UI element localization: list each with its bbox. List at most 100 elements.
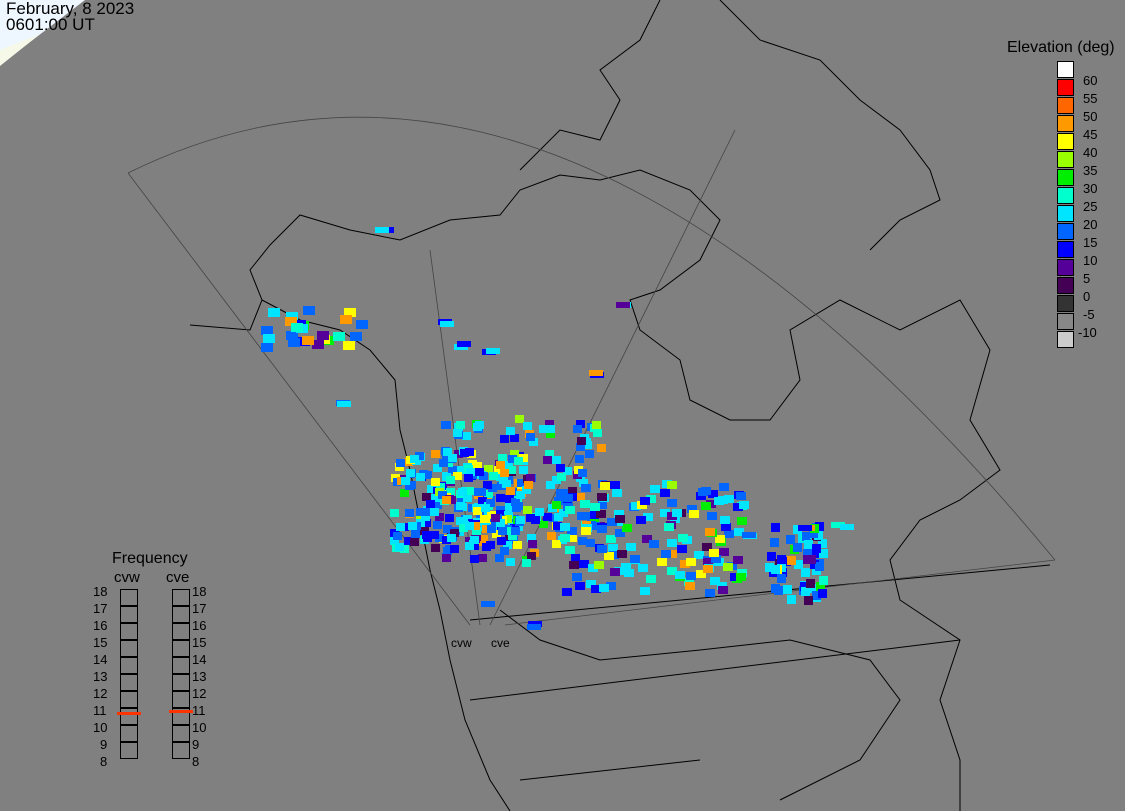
echo-cell [604,552,614,560]
time-label: 0601:00 UT [6,15,95,34]
echo-cell [433,521,442,529]
echo-cell [709,549,719,557]
echo-cell [446,488,455,496]
frequency-scale-label: 10 [93,720,108,735]
echo-cell [411,530,420,538]
echo-cell [560,534,570,542]
echo-cell [600,482,610,490]
echo-cell [579,560,589,568]
echo-cell [575,455,584,463]
echo-cell [494,466,503,474]
echo-cell [312,340,324,349]
echo-cell [522,559,531,567]
radar-name-cve: cve [166,569,190,586]
echo-cell [765,563,774,572]
echo-cell [672,509,682,517]
echo-cell [782,557,791,566]
echo-cell [801,587,810,596]
echo-cell [640,587,650,595]
echo-cell [546,425,555,433]
echo-cell [786,535,795,544]
echo-cell [483,481,492,489]
echo-cell [416,473,425,481]
echo-cell [340,315,352,324]
echo-cell [519,454,528,462]
echo-cell [723,563,733,571]
echo-cell [804,596,813,605]
echo-cell [577,512,586,520]
echo-cell [707,512,717,520]
echo-cell [519,466,528,474]
echo-cell [503,515,512,523]
echo-cell [559,509,568,517]
echo-cell [343,341,355,350]
echo-cell [515,415,524,423]
echo-cell [465,448,474,456]
echo-cell [599,584,609,592]
echo-cell [803,549,812,558]
echo-cell [642,535,652,543]
echo-cell [606,535,616,543]
echo-cell [495,554,504,562]
echo-cell [719,483,729,491]
echo-cell [486,348,500,354]
legend-label: 45 [1083,127,1098,142]
echo-cell [597,545,607,553]
echo-cell [815,522,824,531]
echo-cell [453,429,462,437]
frequency-scale-label: 15 [192,635,207,650]
echo-cell [454,450,463,458]
echo-cell [660,489,670,497]
echo-cell [661,550,671,558]
echo-cell [423,534,432,542]
echo-cell [739,501,749,509]
echo-cell [806,579,815,588]
echo-cell [431,544,440,552]
legend-label: 10 [1083,253,1098,268]
echo-cell [685,582,695,590]
echo-cell [468,460,477,468]
echo-cell [473,507,482,515]
legend-swatch [1057,97,1074,114]
echo-cell [840,524,854,530]
legend-swatch [1057,115,1074,132]
frequency-cell [172,606,190,623]
echo-cell [497,482,506,490]
echo-cell [410,538,419,546]
echo-cell [771,584,780,593]
frequency-cell [120,674,138,691]
echo-cell [569,561,579,569]
legend-label: 25 [1083,199,1098,214]
echo-cell [565,506,575,514]
echo-cell [703,565,713,573]
frequency-cell [120,691,138,708]
echo-cell [317,331,329,340]
echo-cell [667,481,677,489]
echo-cell [480,515,489,523]
echo-cell [517,484,526,492]
frequency-marker-cvw [117,712,141,716]
echo-cells [261,227,854,630]
frequency-cell [172,708,190,725]
echo-cell [404,537,413,545]
echo-cell [291,323,303,332]
echo-cell [573,425,582,433]
echo-cell [787,595,796,604]
echo-cell [465,487,474,495]
frequency-cell [172,657,190,674]
echo-cell [798,525,812,531]
echo-cell [812,544,821,553]
echo-cell [511,498,520,506]
echo-cell [586,580,596,588]
frequency-scale-label: 9 [100,737,108,752]
frequency-scale-label: 12 [192,686,207,701]
echo-cell [433,501,442,509]
echo-cell [510,434,519,442]
echo-cell [554,513,563,521]
frequency-cell [120,640,138,657]
frequency-scale-label: 15 [93,635,108,650]
echo-cell [539,520,548,528]
frequency-cell [172,640,190,657]
echo-cell [303,306,315,315]
echo-cell [606,582,616,590]
